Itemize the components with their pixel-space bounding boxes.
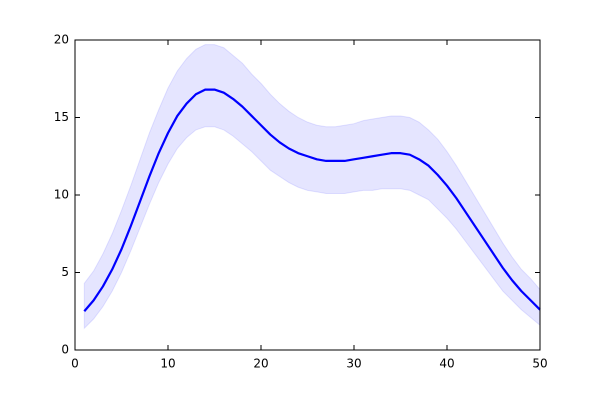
x-tick-label: 10 [160,357,175,371]
x-tick-label: 20 [253,357,268,371]
line [83,88,541,312]
x-tick-label: 30 [346,357,361,371]
y-tick-label: 20 [54,33,69,47]
x-tick-label: 40 [439,357,454,371]
y-tick-label: 0 [61,343,69,357]
y-tick-label: 5 [61,265,69,279]
x-tick-label: 50 [532,357,547,371]
x-tick-label: 0 [71,357,79,371]
y-tick-label: 15 [54,110,69,124]
y-tick-label: 10 [54,188,69,202]
